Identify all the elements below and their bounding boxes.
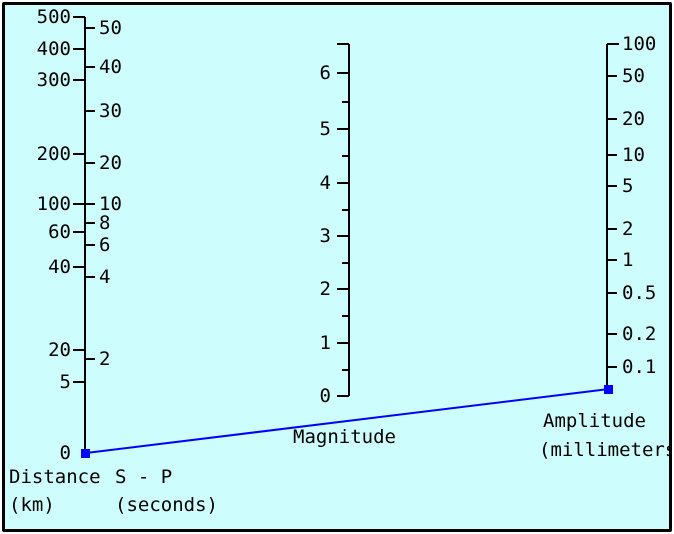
amplitude-tick-20: 20 [622,108,645,130]
connector-line [85,388,610,454]
amplitude-axis-label: Amplitude [543,410,646,432]
distance-tick-400: 400 [37,38,71,60]
sp-unit-label: (seconds) [115,494,218,516]
distance-tick-20: 20 [48,339,71,361]
distance-tick-200: 200 [37,143,71,165]
amplitude-tick-5: 5 [622,175,633,197]
distance-tick-5: 5 [60,371,71,393]
sp-tick-50: 50 [99,17,122,39]
magnitude-tick-5: 5 [320,118,331,140]
amplitude-tick-50: 50 [622,65,645,87]
distance-axis-label: Distance [9,466,101,488]
distance-sp-axis [73,16,95,453]
sp-tick-40: 40 [99,56,122,78]
amplitude-tick-0-1: 0.1 [622,356,656,378]
magnitude-tick-0: 0 [320,385,331,407]
sp-tick-2: 2 [99,348,110,370]
magnitude-tick-3: 3 [320,225,331,247]
magnitude-tick-4: 4 [320,172,331,194]
magnitude-nomogram: 500 400 300 200 100 60 40 20 5 0 50 40 3… [9,6,669,516]
distance-tick-300: 300 [37,69,71,91]
magnitude-axis-label: Magnitude [293,426,396,448]
amplitude-tick-2: 2 [622,218,633,240]
distance-tick-500: 500 [37,6,71,28]
distance-unit-label: (km) [9,494,55,516]
distance-tick-60: 60 [48,221,71,243]
sp-axis-label: S - P [115,466,172,488]
sp-tick-4: 4 [99,266,110,288]
amplitude-axis [606,43,619,389]
distance-tick-100: 100 [37,193,71,215]
amplitude-tick-0-5: 0.5 [622,282,656,304]
amplitude-tick-0-2: 0.2 [622,323,656,345]
magnitude-tick-1: 1 [320,332,331,354]
distance-tick-40: 40 [48,256,71,278]
amplitude-unit-label: (millimeters [539,439,669,461]
magnitude-axis [337,43,350,397]
amplitude-tick-100: 100 [622,33,656,55]
sp-tick-10: 10 [99,193,122,215]
amplitude-tick-1: 1 [622,249,633,271]
sp-tick-30: 30 [99,100,122,122]
amplitude-handle[interactable] [604,385,613,394]
magnitude-tick-6: 6 [320,62,331,84]
sp-tick-6: 6 [99,234,110,256]
sp-tick-8: 8 [99,212,110,234]
sp-tick-20: 20 [99,152,122,174]
amplitude-tick-10: 10 [622,144,645,166]
distance-tick-0: 0 [60,442,71,464]
distance-handle[interactable] [81,449,90,458]
magnitude-tick-2: 2 [320,278,331,300]
